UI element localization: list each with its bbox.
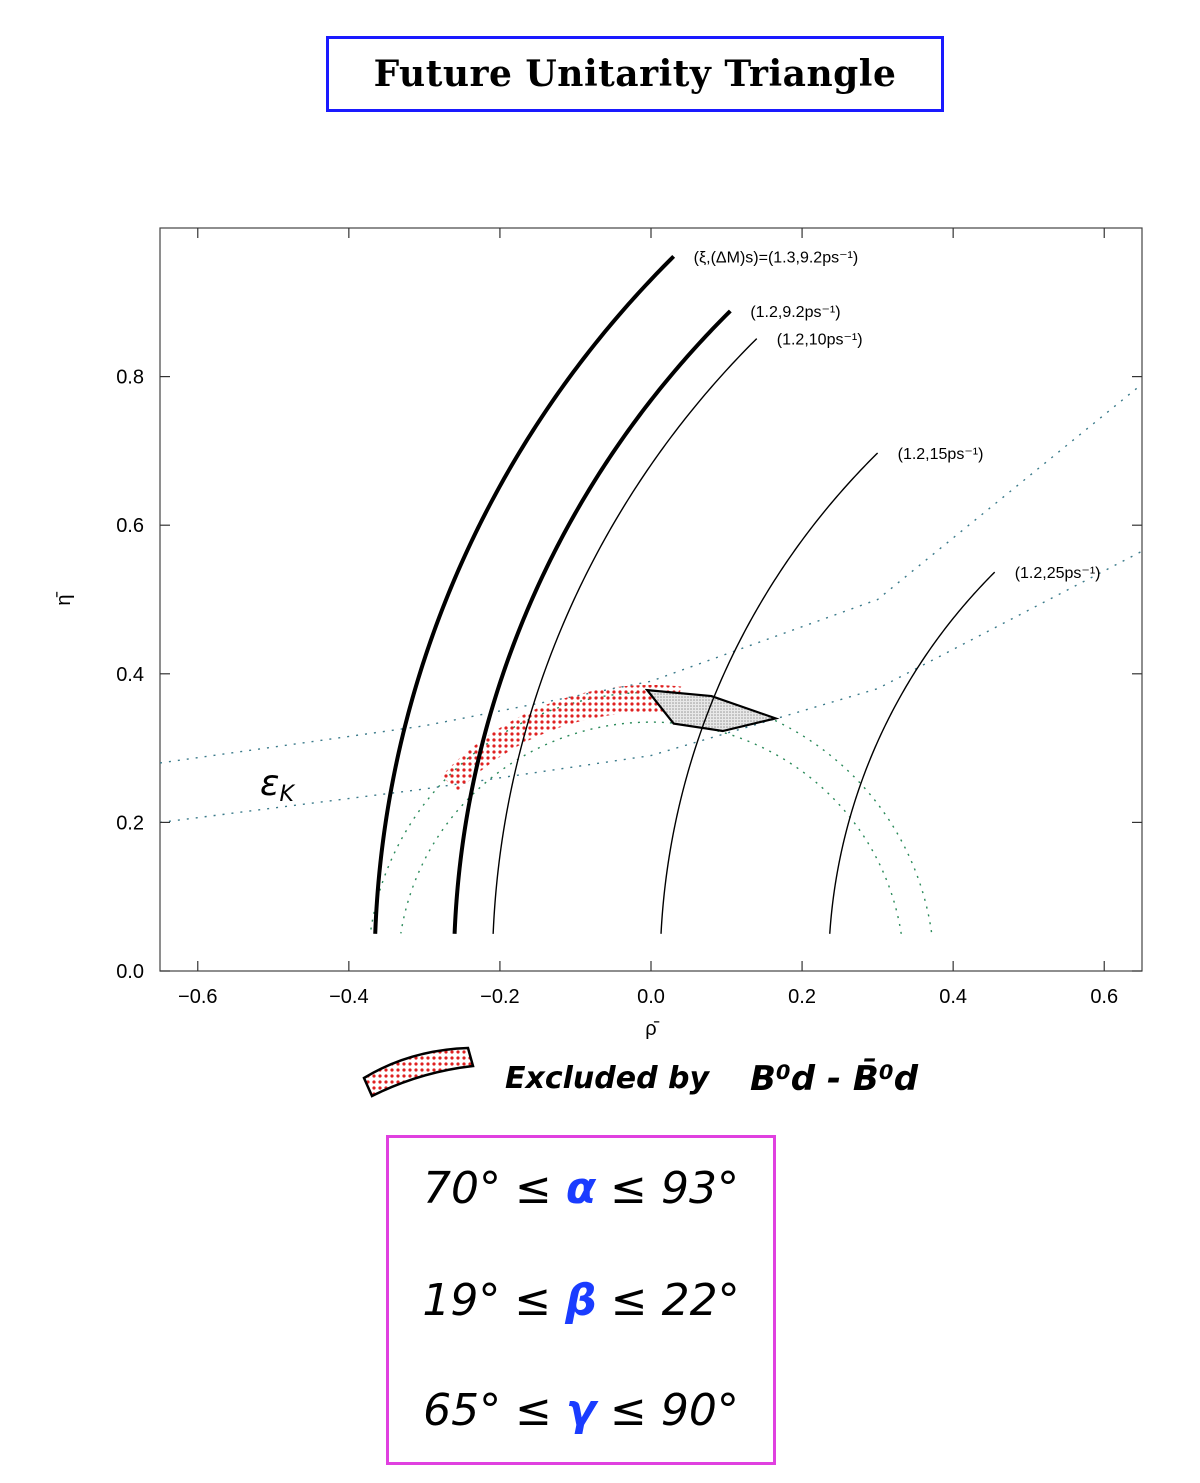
angle-relation: ≤	[595, 1385, 661, 1436]
angle-relation: ≤	[596, 1163, 661, 1214]
allowed-region	[644, 688, 780, 733]
angle-range-row: 70° ≤ α ≤ 93°	[389, 1163, 773, 1214]
constraint-curve	[492, 338, 758, 934]
legend-swatch	[362, 1046, 475, 1098]
angle-upper-bound: 93°	[660, 1163, 739, 1214]
angle-upper-bound: 22°	[661, 1275, 740, 1326]
y-tick-label: 0.6	[116, 515, 144, 537]
constraint-curve-label: (1.2,15ps⁻¹)	[898, 446, 984, 463]
x-tick-label: 0.2	[788, 986, 816, 1008]
angle-lower-bound: 65°	[423, 1385, 502, 1436]
constraint-curve	[660, 452, 879, 934]
angle-symbol: γ	[566, 1385, 596, 1436]
tick-layer: −0.6 −0.4 −0.2 0.0 0.2 0.4 0.6 0.0 0.2 0.4 0.6 0.8	[116, 228, 1142, 1008]
angle-lower-bound: 19°	[422, 1275, 501, 1326]
region-layer	[441, 684, 780, 792]
x-tick-label: −0.6	[178, 986, 217, 1008]
constraint-curve	[373, 254, 676, 934]
y-tick-label: 0.2	[116, 812, 144, 834]
x-axis-label: ρ̄	[645, 1018, 659, 1040]
constraint-curve-label: (ξ,(ΔM)s)=(1.3,9.2ps⁻¹)	[694, 249, 859, 266]
legend-excluded-label: Excluded by	[505, 1061, 710, 1096]
angle-range-row: 19° ≤ β ≤ 22°	[389, 1275, 773, 1326]
x-tick-label: 0.6	[1090, 986, 1118, 1008]
x-tick-label: −0.4	[329, 986, 368, 1008]
band-layer	[159, 383, 1143, 934]
angle-relation: ≤	[500, 1275, 566, 1326]
constraint-curve	[452, 309, 732, 934]
vub-band-edge	[369, 691, 933, 933]
plot-frame	[159, 227, 1143, 972]
x-tick-label: 0.0	[637, 986, 665, 1008]
x-tick-label: 0.4	[939, 986, 967, 1008]
title-box: Future Unitarity Triangle	[326, 36, 944, 112]
epsilon-k-subscript: K	[279, 782, 295, 807]
label-layer: (ξ,(ΔM)s)=(1.3,9.2ps⁻¹) (1.2,9.2ps⁻¹) (1.2…	[694, 249, 1101, 582]
constraint-curve-label: (1.2,10ps⁻¹)	[777, 332, 863, 349]
y-axis-label: η̄	[53, 591, 75, 605]
page-title: Future Unitarity Triangle	[373, 53, 897, 95]
legend-excluded: Excluded by B⁰d - B̄⁰d	[362, 1046, 919, 1099]
angle-lower-bound: 70°	[423, 1163, 502, 1214]
excluded-region	[441, 684, 682, 792]
legend-excluded-math: B⁰d - B̄⁰d	[750, 1057, 919, 1099]
x-tick-label: −0.2	[480, 986, 519, 1008]
angle-symbol: β	[565, 1275, 597, 1326]
constraint-curve-label: (1.2,25ps⁻¹)	[1015, 565, 1101, 582]
angle-symbol: α	[565, 1163, 597, 1214]
y-tick-label: 0.4	[116, 664, 144, 686]
constraint-curve-label: (1.2,9.2ps⁻¹)	[750, 304, 840, 321]
angle-relation: ≤	[501, 1385, 566, 1436]
angle-relation: ≤	[501, 1163, 566, 1214]
curve-layer	[373, 254, 996, 934]
epsilon-k-symbol: ε	[260, 763, 279, 804]
angle-relation: ≤	[596, 1275, 662, 1326]
angles-box: 70° ≤ α ≤ 93° 19° ≤ β ≤ 22° 65° ≤ γ ≤ 90°	[386, 1135, 776, 1465]
angle-range-row: 65° ≤ γ ≤ 90°	[389, 1385, 773, 1436]
epsilon-k-band-edge	[159, 550, 1143, 824]
epsilon-k-label: εK	[260, 763, 295, 807]
y-tick-label: 0.0	[116, 961, 144, 983]
angle-upper-bound: 90°	[660, 1385, 739, 1436]
y-tick-label: 0.8	[116, 367, 144, 389]
constraint-curve	[829, 571, 996, 934]
